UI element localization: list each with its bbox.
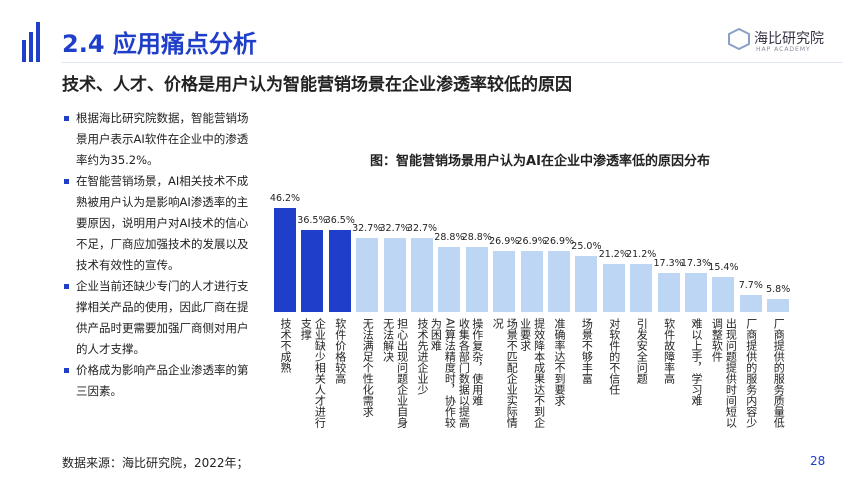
logo-name: 海比研究院	[754, 31, 824, 47]
category-label: 操作复杂，使用难	[470, 318, 484, 406]
category-label: 收集各部门数据以提高AI算法精度时，协作较为困难	[429, 318, 471, 428]
category-label: 技术先进企业少	[416, 318, 429, 395]
bar	[438, 247, 461, 312]
bar	[685, 273, 707, 312]
bar	[328, 229, 351, 312]
category-label: 软件价格较高	[333, 318, 347, 384]
bar	[465, 247, 488, 312]
bullet: 根据海比研究院数据，智能营销场景用户表示AI软件在企业中的渗透率约为35.2%。	[64, 108, 256, 171]
bar	[712, 277, 735, 312]
header-decoration	[22, 22, 40, 62]
bar	[767, 298, 790, 312]
value-label: 32.7%	[406, 223, 438, 235]
category-label: 出现问题提供时间短以调整软件	[710, 318, 738, 428]
value-label: 17.3%	[653, 258, 684, 270]
category-label: 厂商提供的服务质量低	[772, 318, 786, 428]
logo-icon	[728, 28, 750, 50]
bar	[602, 264, 625, 312]
category-label: 引发安全问题	[635, 318, 649, 384]
value-label: 46.2%	[269, 193, 301, 204]
value-label: 28.8%	[434, 232, 465, 244]
category-label: 难以上手，学习难	[690, 318, 703, 406]
category-label: 场景不够丰富	[580, 318, 594, 384]
bar	[493, 251, 516, 312]
bar	[301, 229, 324, 312]
source: 数据来源：海比研究院，2022年；	[62, 456, 249, 470]
value-label: 21.2%	[626, 249, 657, 261]
chart: 46.2% 技术不成熟 36.5% 企业缺少相关人才进行支撑 36.5% 软件价格较高 32…	[269, 193, 791, 428]
value-label: 28.8%	[461, 232, 492, 244]
chart-title: 图：智能营销场景用户认为AI在企业中渗透率低的原因分布	[370, 154, 710, 169]
bar	[383, 238, 406, 312]
bullet: 在智能营销场景，AI相关技术不成熟被用户认为是影响AI渗透率的主要原因，说明用户…	[64, 171, 256, 276]
bullet: 企业当前还缺少专门的人才进行支撑相关产品的使用，因此厂商在提供产品时更需要加强厂…	[64, 276, 256, 360]
value-label: 26.9%	[489, 236, 520, 248]
category-label: 无法满足个性化需求	[361, 318, 375, 417]
value-label: 21.2%	[598, 249, 629, 261]
logo-sub: HAP ACADEMY	[756, 46, 811, 53]
value-label: 17.3%	[680, 258, 712, 270]
bullet-list: 根据海比研究院数据，智能营销场景用户表示AI软件在企业中的渗透率约为35.2%。…	[62, 108, 256, 402]
bar	[575, 255, 598, 312]
bar	[411, 238, 433, 312]
value-label: 15.4%	[708, 262, 739, 274]
subtitle: 技术、人才、价格是用户认为智能营销场景在企业渗透率较低的原因	[62, 75, 572, 95]
value-label: 32.7%	[379, 223, 410, 235]
value-label: 36.5%	[297, 214, 328, 226]
category-label: 企业缺少相关人才进行支撑	[299, 318, 327, 428]
category-label: 准确率达不到要求	[553, 318, 566, 406]
value-label: 26.9%	[543, 236, 575, 248]
category-label: 场景不匹配企业实际情况	[491, 318, 519, 428]
category-label: 软件故障率高	[662, 318, 676, 384]
category-label: 担心出现问题企业自身无法解决	[381, 318, 409, 428]
bar	[548, 251, 570, 312]
bar	[657, 273, 680, 312]
value-label: 25.0%	[571, 240, 602, 252]
category-label: 对软件的不信任	[607, 318, 621, 395]
header-rule	[62, 62, 842, 63]
slide-title: 2.4 应用痛点分析	[62, 30, 257, 58]
bar	[739, 294, 762, 312]
bar	[356, 238, 379, 312]
category-label: 提效降本成果达不到企业要求	[518, 318, 546, 428]
bar	[630, 264, 653, 312]
page-number: 28	[810, 454, 826, 468]
value-label: 7.7%	[738, 279, 763, 291]
bar	[274, 208, 296, 312]
bullet: 价格成为影响产品企业渗透率的第三因素。	[64, 360, 256, 402]
category-label: 技术不成熟	[279, 318, 292, 373]
value-label: 5.8%	[766, 283, 791, 295]
value-label: 26.9%	[516, 236, 547, 248]
bar	[520, 251, 543, 312]
value-label: 36.5%	[324, 214, 355, 226]
value-label: 32.7%	[352, 223, 383, 235]
category-label: 厂商提供的服务内容少	[744, 318, 758, 428]
